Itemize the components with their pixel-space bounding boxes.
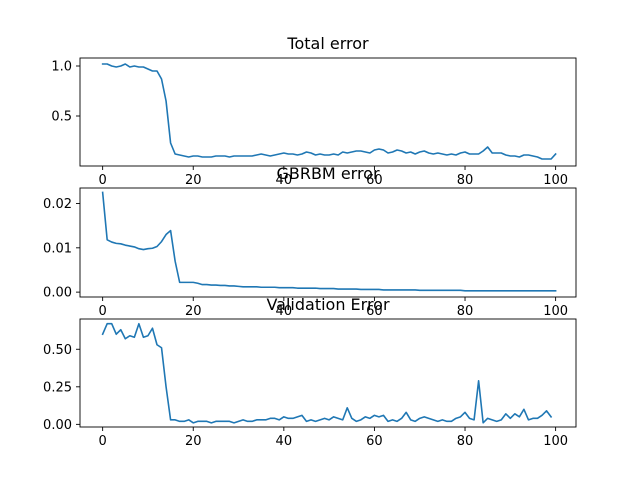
- x-tick-label-3-100: 100: [543, 434, 568, 449]
- subplot-1: 0 20 40 60 80 100 0.5 1.0 Total error: [51, 34, 577, 188]
- subplot-2: 0 20 40 60 80 100 0.00 0.01 0.02 GBRBM error: [43, 164, 577, 319]
- x-tick-label-2-100: 100: [543, 304, 568, 319]
- x-tick-label-1-20: 20: [185, 173, 202, 188]
- series-line-2-1: [101, 191, 557, 292]
- y-tick-label-1-2: 1.0: [51, 60, 72, 75]
- x-tick-label-2-20: 20: [185, 304, 202, 319]
- x-tick-label-3-20: 20: [185, 434, 202, 449]
- x-tick-label-1-80: 80: [457, 173, 474, 188]
- subplot-3: 0 20 40 60 80 100 0.00 0.25 0.50 Validation Error: [43, 295, 577, 449]
- x-tick-label-2-60: 60: [366, 304, 383, 319]
- chart-title-3: Validation Error: [266, 295, 390, 314]
- y-tick-label-2-1: 0.00: [43, 286, 72, 301]
- axes-frame-3: [79, 318, 577, 428]
- x-tick-label-3-80: 80: [457, 434, 474, 449]
- axes-frame-1: [79, 57, 577, 167]
- x-tick-label-2-80: 80: [457, 304, 474, 319]
- y-tick-label-2-2: 0.01: [43, 241, 72, 256]
- y-tick-label-3-1: 0.00: [43, 418, 72, 433]
- x-tick-label-3-60: 60: [366, 434, 383, 449]
- x-tick-label-1-100: 100: [543, 173, 568, 188]
- x-tick-label-2-0: 0: [99, 304, 107, 319]
- chart-title-1: Total error: [286, 34, 369, 53]
- x-tick-label-1-60: 60: [366, 173, 383, 188]
- y-tick-label-3-3: 0.50: [43, 343, 72, 358]
- y-tick-label-1-1: 0.5: [51, 110, 72, 125]
- y-tick-label-2-3: 0.02: [43, 197, 72, 212]
- series-line-3-1: [101, 322, 553, 424]
- x-tick-label-1-40: 40: [276, 173, 293, 188]
- y-tick-label-3-2: 0.25: [43, 380, 72, 395]
- chart-title-2: GBRBM error: [276, 164, 380, 183]
- axes-frame-2: [79, 187, 577, 298]
- x-tick-label-1-0: 0: [99, 173, 107, 188]
- x-tick-label-3-40: 40: [276, 434, 293, 449]
- series-line-1-1: [101, 63, 557, 160]
- x-tick-label-3-0: 0: [99, 434, 107, 449]
- x-tick-label-2-40: 40: [276, 304, 293, 319]
